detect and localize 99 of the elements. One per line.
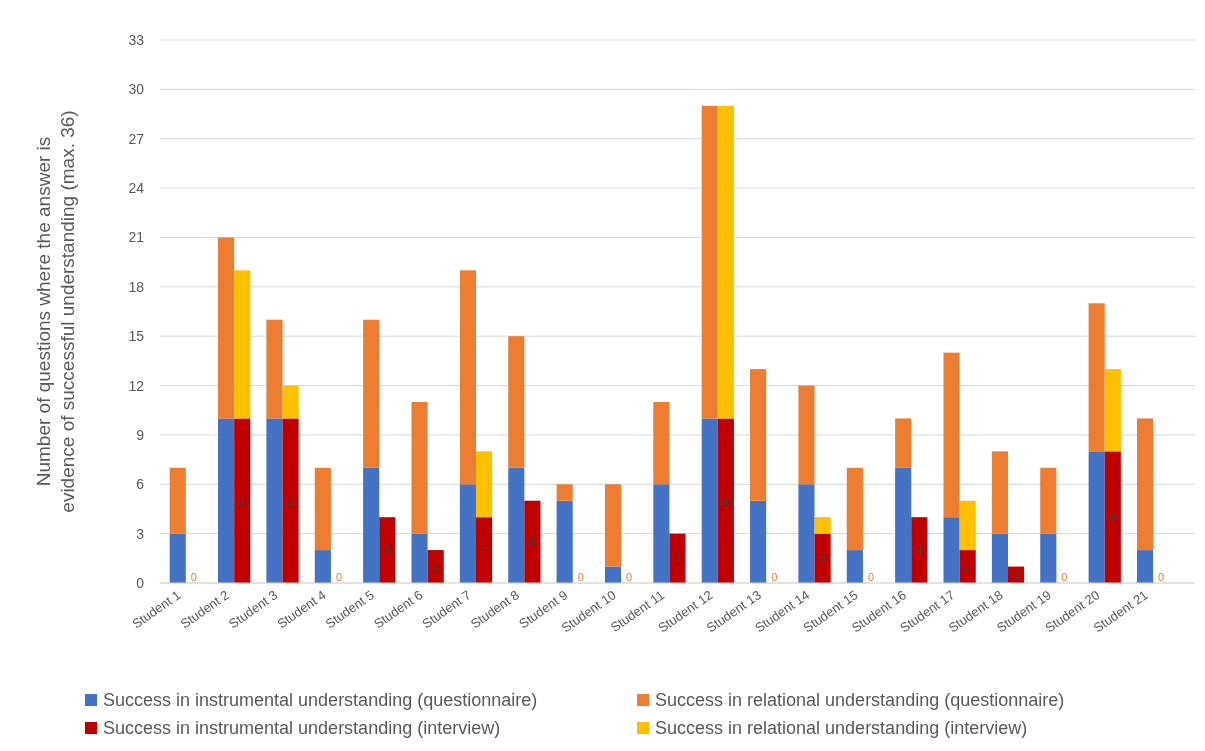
bar — [475, 451, 493, 518]
data-label: 0 — [335, 571, 343, 583]
bar — [814, 533, 831, 583]
legend-label: Success in instrumental understanding (questionnaire) — [103, 690, 538, 710]
bar — [653, 402, 670, 485]
data-label: 0 — [190, 571, 197, 583]
bar — [475, 517, 493, 583]
bar — [798, 484, 815, 583]
bar — [959, 550, 976, 583]
bar — [604, 484, 622, 567]
bar — [991, 451, 1008, 534]
legend-label: Success in instrumental understanding (interview) — [103, 718, 501, 738]
bar — [1040, 533, 1057, 583]
bar — [363, 467, 380, 583]
data-label: 8 — [1109, 511, 1116, 524]
bar — [798, 385, 815, 485]
data-label: 4 — [480, 544, 488, 557]
y-tick-label: 24 — [128, 180, 145, 197]
bar — [604, 566, 622, 583]
bar — [1136, 418, 1154, 551]
y-tick-label: 12 — [128, 377, 145, 394]
bar — [508, 467, 525, 583]
bar — [427, 550, 444, 583]
y-tick-label: 18 — [128, 278, 145, 295]
y-tick-label: 0 — [136, 575, 145, 591]
data-label: 0 — [626, 571, 633, 583]
bar — [943, 352, 960, 518]
bar — [459, 270, 476, 485]
bar — [314, 467, 331, 551]
bar — [411, 533, 428, 583]
bar — [556, 484, 573, 501]
y-tick-label: 33 — [128, 32, 145, 48]
data-label: 0 — [771, 571, 778, 583]
data-label: 1 — [1012, 568, 1020, 581]
bar — [459, 484, 476, 583]
bar — [911, 517, 928, 583]
bar — [556, 500, 573, 583]
y-tick-label: 9 — [136, 426, 145, 443]
bar — [1104, 451, 1121, 583]
bar — [169, 533, 186, 583]
bar — [218, 237, 235, 419]
data-label: 10 — [719, 494, 732, 507]
y-tick-label: 30 — [128, 81, 145, 98]
data-label: 3 — [674, 552, 681, 565]
bar — [750, 369, 767, 501]
bar — [959, 500, 976, 551]
bar — [750, 500, 767, 583]
bar — [717, 418, 734, 583]
bar — [169, 467, 186, 534]
bar — [1104, 369, 1121, 452]
bar — [846, 550, 863, 583]
bar — [1088, 303, 1105, 452]
y-axis-title: Number of questions where the answer is evidence of successful understanding (max. 36) — [33, 110, 78, 513]
bar — [266, 418, 283, 583]
bar — [282, 418, 299, 583]
bar — [234, 270, 251, 419]
legend-label: Success in relational understanding (interview) — [655, 718, 1028, 738]
bar — [653, 484, 670, 583]
bar — [1040, 467, 1057, 534]
y-tick-label: 3 — [136, 525, 145, 542]
bar — [379, 517, 396, 583]
bar — [234, 418, 251, 583]
data-label: 5 — [529, 535, 536, 548]
bar — [701, 105, 718, 419]
data-label: 0 — [867, 571, 875, 583]
data-label: 0 — [1061, 571, 1068, 583]
bar — [991, 533, 1008, 583]
bar — [895, 467, 912, 583]
bar — [266, 319, 283, 419]
legend-label: Success in relational understanding (questionnaire) — [655, 690, 1065, 710]
bar — [218, 418, 235, 583]
bar — [943, 517, 960, 583]
data-label: 2 — [432, 560, 439, 573]
data-label: 10 — [284, 494, 297, 507]
data-label: 3 — [819, 552, 826, 565]
data-label: 4 — [384, 544, 391, 557]
y-tick-label: 15 — [128, 328, 145, 345]
bar — [846, 467, 863, 551]
y-tick-label: 27 — [128, 130, 145, 147]
bar — [363, 319, 380, 468]
bar — [314, 550, 331, 583]
data-label: 0 — [577, 571, 584, 583]
data-label: 2 — [964, 560, 971, 573]
bar — [508, 336, 525, 468]
bar — [1088, 451, 1105, 583]
bar — [524, 500, 541, 583]
bar — [717, 105, 734, 419]
bar — [701, 418, 718, 583]
data-label: 10 — [236, 494, 249, 507]
bar — [669, 533, 686, 583]
bar — [1136, 550, 1154, 583]
data-label: 4 — [916, 544, 923, 557]
y-tick-label: 6 — [136, 476, 145, 493]
bar — [895, 418, 912, 468]
data-label: 0 — [1158, 571, 1165, 583]
bar — [411, 402, 428, 534]
bar — [814, 517, 831, 534]
bar — [282, 385, 299, 419]
y-tick-label: 21 — [128, 229, 145, 246]
